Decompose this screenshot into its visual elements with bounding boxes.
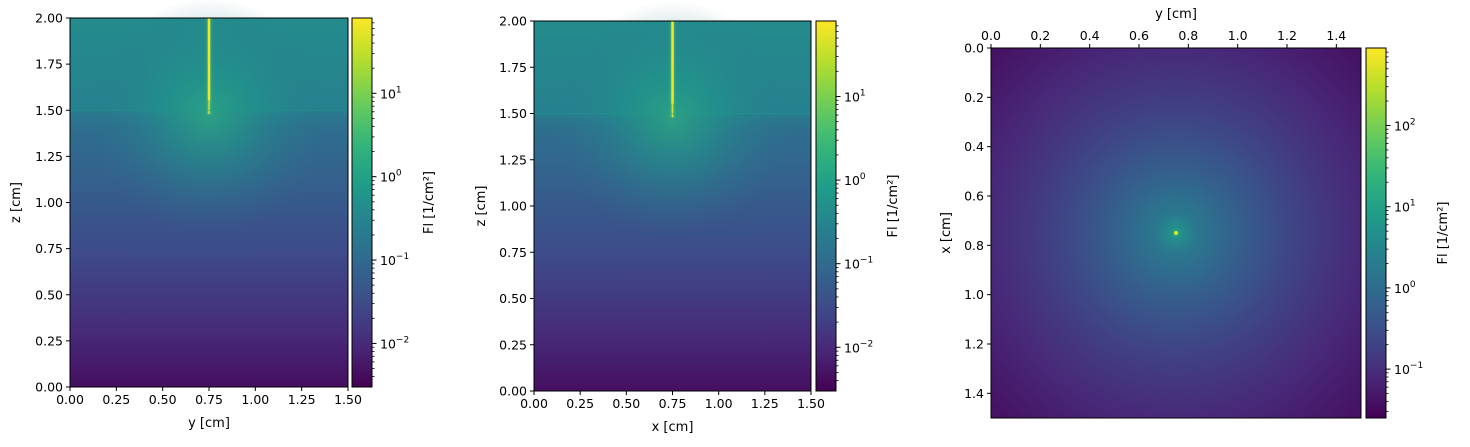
colorbar-gradient xyxy=(351,17,373,388)
colorbar-tick-label: 10−2 xyxy=(380,335,409,351)
y-tick-label: 0.50 xyxy=(35,287,63,302)
y-tick-label: 0.25 xyxy=(499,337,527,352)
y-tick-label: 1.2 xyxy=(964,337,984,352)
x-tick-label: 0.50 xyxy=(612,396,640,411)
y-tick-label: 0.00 xyxy=(499,384,527,399)
x-tick-label: 0.2 xyxy=(1030,28,1050,43)
colorbar-label: Fl [1/cm²] xyxy=(1436,201,1451,264)
panel-2: 0.00 0.25 0.50 0.75 1.00 1.25 1.50 x [cm] 0.00 0.… xyxy=(474,1,901,435)
colorbar: 10−1 100 101 102 Fl [1/cm²] xyxy=(1365,47,1451,419)
y-axis-label: z [cm] xyxy=(474,186,489,227)
y-tick-label: 0.00 xyxy=(35,380,63,395)
colorbar-tick-label: 10−1 xyxy=(380,252,409,268)
panel-1: 0.00 0.25 0.50 0.75 1.00 1.25 1.50 y [cm] 0.00 0.… xyxy=(9,0,437,431)
x-tick-label: 1.0 xyxy=(1228,28,1248,43)
heatmap-image xyxy=(70,0,348,387)
y-tick-label: 2.00 xyxy=(35,11,63,26)
colorbar-gradient xyxy=(815,20,837,392)
lateral-spread-glow xyxy=(92,0,326,235)
x-tick-label: 0.00 xyxy=(520,396,548,411)
y-tick-label: 0.4 xyxy=(964,139,984,154)
beam-spot-peak xyxy=(1175,232,1177,234)
x-tick-label: 1.00 xyxy=(241,392,269,407)
x-axis-label: y [cm] xyxy=(1155,7,1197,22)
x-tick-label: 1.25 xyxy=(288,392,316,407)
colorbar-tick-label: 10−2 xyxy=(844,339,873,355)
colorbar-label: Fl [1/cm²] xyxy=(422,171,437,234)
y-tick-label: 1.00 xyxy=(35,195,63,210)
colorbar-tick-label: 10−1 xyxy=(844,256,873,272)
colorbar-tick-label: 101 xyxy=(1394,199,1416,215)
y-tick-label: 1.00 xyxy=(499,199,527,214)
panel-3: 0.0 0.2 0.4 0.6 0.8 1.0 1.2 1.4 y [cm] 0.0 0.2 0.4 0… xyxy=(939,7,1451,419)
x-tick-label: 0.75 xyxy=(659,396,687,411)
y-tick-label: 0.25 xyxy=(35,333,63,348)
y-tick-label: 1.75 xyxy=(499,60,527,75)
y-tick-label: 1.75 xyxy=(35,57,63,72)
heatmap-image xyxy=(991,48,1361,418)
y-axis-label: x [cm] xyxy=(939,212,954,254)
colorbar-tick-label: 101 xyxy=(380,85,402,101)
x-tick-label: 1.50 xyxy=(797,396,825,411)
x-tick-label: 0.25 xyxy=(102,392,130,407)
colorbar-tick-label: 100 xyxy=(380,169,402,185)
x-tick-label: 0.75 xyxy=(195,392,223,407)
x-tick-label: 1.25 xyxy=(751,396,779,411)
x-tick-label: 1.4 xyxy=(1326,28,1346,43)
x-tick-label: 1.00 xyxy=(705,396,733,411)
colorbar-tick-label: 100 xyxy=(1394,280,1416,296)
colorbar-tick-label: 101 xyxy=(844,88,866,104)
x-tick-label: 0.4 xyxy=(1080,28,1100,43)
y-tick-label: 0.50 xyxy=(499,291,527,306)
colorbar: 10−2 10−1 100 101 Fl [1/cm²] xyxy=(815,20,901,392)
x-tick-label: 0.8 xyxy=(1178,28,1198,43)
colorbar: 10−2 10−1 100 101 Fl [1/cm²] xyxy=(351,17,437,388)
x-tick-label: 0.0 xyxy=(981,28,1001,43)
heatmap-image xyxy=(534,1,811,391)
x-tick-label: 0.50 xyxy=(149,392,177,407)
lateral-spread-glow xyxy=(556,1,789,238)
y-tick-label: 0.0 xyxy=(964,41,984,56)
y-tick-label: 0.8 xyxy=(964,238,984,253)
x-tick-label: 1.50 xyxy=(334,392,362,407)
y-tick-label: 0.2 xyxy=(964,90,984,105)
y-tick-label: 0.75 xyxy=(499,245,527,260)
beam-center-line xyxy=(671,21,674,104)
y-axis-label: z [cm] xyxy=(9,182,24,223)
beam-center-line xyxy=(207,18,211,101)
y-tick-label: 0.6 xyxy=(964,189,984,204)
colorbar-tick-label: 10−1 xyxy=(1394,361,1423,377)
x-tick-label: 0.00 xyxy=(56,392,84,407)
y-tick-label: 1.0 xyxy=(964,287,984,302)
colorbar-gradient xyxy=(1365,47,1387,419)
x-tick-label: 0.6 xyxy=(1129,28,1149,43)
x-tick-label: 1.2 xyxy=(1277,28,1297,43)
y-tick-label: 1.50 xyxy=(35,103,63,118)
y-tick-label: 0.75 xyxy=(35,241,63,256)
x-axis-label: y [cm] xyxy=(188,416,230,431)
colorbar-label: Fl [1/cm²] xyxy=(886,174,901,237)
y-tick-label: 1.4 xyxy=(964,386,984,401)
y-tick-label: 1.50 xyxy=(499,106,527,121)
x-tick-label: 0.25 xyxy=(566,396,594,411)
y-tick-label: 1.25 xyxy=(499,152,527,167)
colorbar-tick-label: 102 xyxy=(1394,117,1416,133)
y-tick-label: 2.00 xyxy=(499,14,527,29)
colorbar-tick-label: 100 xyxy=(844,172,866,188)
plot-frame xyxy=(990,47,1362,419)
y-tick-label: 1.25 xyxy=(35,149,63,164)
x-axis-label: x [cm] xyxy=(652,420,694,435)
